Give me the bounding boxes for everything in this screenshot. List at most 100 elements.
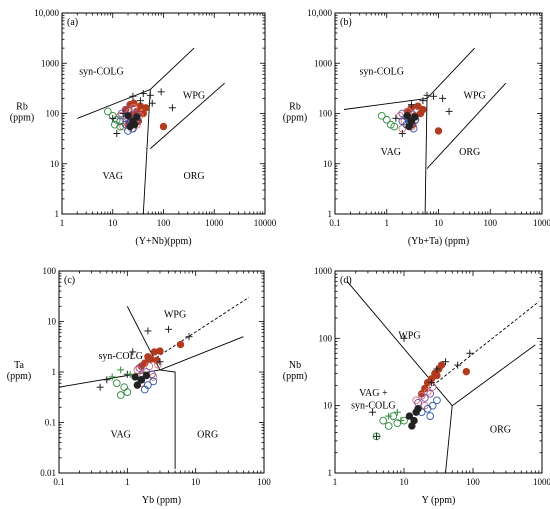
panel-4-data-point-filled xyxy=(437,361,446,369)
panel-3-field-boundary xyxy=(147,297,250,364)
panel-1-field-label: syn-COLG xyxy=(79,66,123,77)
panel-3-field-label: syn-COLG xyxy=(98,351,142,362)
panel-2-field-boundary xyxy=(344,47,476,110)
panel-1-data-point-open xyxy=(103,107,112,116)
panel-1-panel-label: (a) xyxy=(67,17,78,28)
panel-1-x-tick-label: 100 xyxy=(157,218,171,228)
panel-3-data-point-filled xyxy=(176,340,185,349)
panel-1-data-point-open xyxy=(111,120,119,129)
panel-2-panel-label: (b) xyxy=(340,17,352,28)
panel-3-data-point-open xyxy=(140,385,149,394)
panel-4-field-label: WPG xyxy=(398,330,420,341)
panel-2-data-point-filled xyxy=(403,112,412,120)
panel-3-frame xyxy=(58,270,265,474)
panel-4-y-axis-label: (ppm) xyxy=(283,371,307,382)
panel-4-field-label: syn-COLG xyxy=(351,401,395,412)
panel-3-data-point-filled xyxy=(133,381,142,389)
panel-3-field-boundary xyxy=(159,369,176,469)
panel-4-data-point-open xyxy=(426,412,435,420)
panel-2-y-tick-label: 10 xyxy=(323,159,333,169)
panel-2-x-tick-label: 10 xyxy=(434,218,444,228)
panel-2-x-tick-label: 1000 xyxy=(533,218,550,228)
panel-3-x-tick-label: 10 xyxy=(191,477,201,487)
panel-2-x-axis-label: (Yb+Ta) (ppm) xyxy=(408,236,469,247)
panel-3-data-point-open xyxy=(116,391,125,399)
panel-1-x-axis-label: (Y+Nb)(ppm) xyxy=(135,236,191,247)
panel-2-data-point-filled xyxy=(434,127,443,135)
panel-3-data-point-filled xyxy=(142,371,151,380)
panel-1-x-tick-label: 1000 xyxy=(205,218,224,228)
panel-1-y-tick-label: 1000 xyxy=(41,58,60,68)
panel-3-data-point-open xyxy=(112,379,121,388)
panel-4-data-point-filled xyxy=(433,371,441,380)
panel-4-data-point-open xyxy=(426,389,435,398)
panel-1-data-point-filled xyxy=(130,120,139,129)
panel-3-data-point-filled xyxy=(131,373,139,381)
panel-2-data-point-filled xyxy=(419,105,427,114)
panel-3-data-point-open xyxy=(135,364,144,372)
panel-3-x-tick-label: 0.1 xyxy=(53,477,64,487)
panel-2-data-point-filled xyxy=(414,102,422,110)
panel-1-y-axis-label: Rb xyxy=(16,102,28,113)
panel-4-field-boundary xyxy=(346,281,453,406)
panel-3-data-point-filled xyxy=(137,362,145,370)
panel-4-data-point-open xyxy=(379,416,388,425)
panel-2-x-tick-label: 100 xyxy=(484,218,498,228)
panel-4-y-tick-label: 1 xyxy=(328,468,333,478)
panel-4-data-point-open xyxy=(428,383,437,391)
panel-4-field-boundary xyxy=(445,344,536,474)
panel-1-data-point-open xyxy=(116,117,125,126)
panel-1-field-boundary xyxy=(142,89,151,215)
panel-1-field-boundary xyxy=(77,47,195,119)
panel-3-data-point-open xyxy=(133,366,142,374)
panel-2-data-point-open xyxy=(377,111,386,120)
panel-4-field-boundary xyxy=(424,301,540,393)
panel-3-data-point-open xyxy=(149,377,158,386)
panel-1-y-tick-label: 10,000 xyxy=(34,8,59,18)
panel-4-y-tick-label: 1000 xyxy=(314,266,333,276)
panel-1-data-point-open xyxy=(116,122,125,131)
panel-3-y-tick-label: 0.01 xyxy=(40,468,56,478)
panel-2-field-label: ORG xyxy=(459,147,480,158)
panel-3-y-tick-label: 100 xyxy=(43,266,57,276)
panel-1-y-tick-label: 1 xyxy=(55,209,60,219)
panel-2-x-tick-label: 0.1 xyxy=(329,218,340,228)
panel-2-field-label: WPG xyxy=(464,90,486,101)
panel-4-x-tick-label: 100 xyxy=(466,477,480,487)
panel-3-data-point-filled xyxy=(156,347,164,355)
panel-4-x-tick-label: 10 xyxy=(400,477,410,487)
panel-4-field-label: VAG + xyxy=(359,388,388,399)
panel-4-data-point-filled xyxy=(414,405,422,413)
panel-2-frame xyxy=(334,12,543,215)
panel-2-x-tick-label: 1 xyxy=(385,218,390,228)
panel-3-field-label: VAG xyxy=(111,430,131,441)
panel-1-data-point-open xyxy=(112,115,121,124)
panel-2-field-boundary xyxy=(426,82,507,169)
panel-4-y-tick-label: 100 xyxy=(319,333,333,343)
panel-4-data-point-open xyxy=(384,422,393,430)
panel-1-data-point-filled xyxy=(124,112,132,120)
panel-2-y-axis-label: Rb xyxy=(289,102,301,113)
panel-2-y-axis-label: (ppm) xyxy=(283,113,307,124)
panel-1-field-boundary xyxy=(150,82,225,149)
panel-3-x-tick-label: 100 xyxy=(257,477,271,487)
panel-1-x-tick-label: 10000 xyxy=(254,218,277,228)
panel-1-y-axis-label: (ppm) xyxy=(10,113,34,124)
panel-1-y-tick-label: 10 xyxy=(50,159,60,169)
panel-3-y-axis-label: Ta xyxy=(14,360,24,371)
panel-4-data-point-open xyxy=(423,388,432,396)
panel-1-x-tick-label: 1 xyxy=(60,218,65,228)
panel-1-data-point-filled xyxy=(159,122,168,131)
panel-4-x-tick-label: 1000 xyxy=(533,477,550,487)
panel-3-data-point-open xyxy=(123,388,132,396)
panel-3-y-tick-label: 0.1 xyxy=(45,418,56,428)
panel-4-data-point-filled xyxy=(405,412,414,420)
panel-1-field-label: WPG xyxy=(183,90,205,101)
panel-4-frame xyxy=(334,270,543,474)
panel-4-x-tick-label: 1 xyxy=(333,477,338,487)
panel-4-data-point-open xyxy=(420,394,429,402)
panel-1-field-label: VAG xyxy=(103,171,123,182)
panel-2-data-point-open xyxy=(390,122,399,131)
panel-4-data-point-open xyxy=(428,401,437,410)
